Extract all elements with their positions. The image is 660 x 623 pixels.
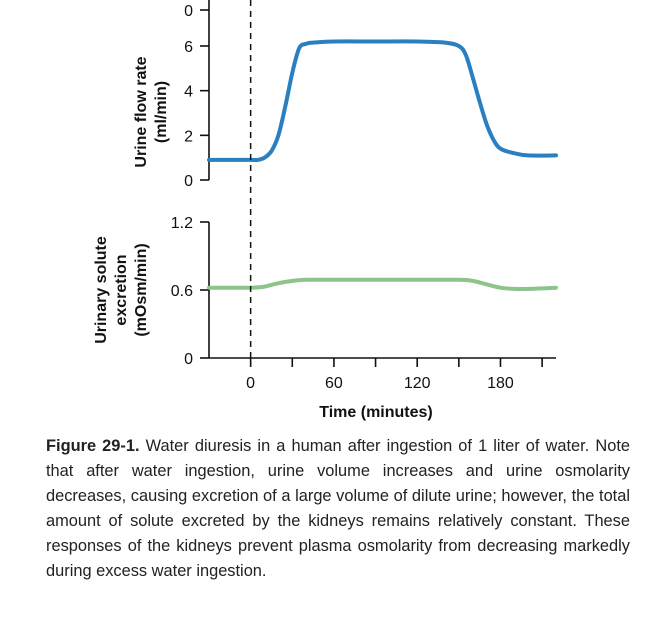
urine-flow-series-line (207, 39, 558, 163)
time-x-tick-label: 120 (404, 375, 431, 392)
solute-y-ticks: 0 0.6 1.2 (171, 215, 209, 368)
urine-flow-panel: 0 0 2 4 6 Urine flow rate (ml/min) (133, 0, 558, 190)
urine-flow-y-tick-label: 0 (184, 173, 193, 190)
solute-y-tick-label: 0 (184, 351, 193, 368)
time-axis-title: Time (minutes) (319, 404, 433, 421)
urine-flow-y-tick-label: 6 (184, 39, 193, 56)
urine-flow-axis-title-line1: Urine flow rate (133, 56, 150, 167)
urine-flow-y-ticks: 0 2 4 6 (184, 39, 209, 190)
time-x-tick-label: 60 (325, 375, 343, 392)
solute-excretion-panel: 0 0.6 1.2 0 60 120 180 Urinary solute excreti… (93, 215, 558, 421)
solute-axis-title-line1: Urinary solute (93, 236, 110, 344)
figure-caption-label: Figure 29-1. (46, 437, 140, 455)
time-x-tick-label: 180 (487, 375, 514, 392)
solute-series-line (207, 277, 558, 292)
solute-axis-title-line3: (mOsm/min) (133, 243, 150, 336)
urine-flow-y-tick-label: 4 (184, 84, 193, 101)
solute-y-tick-label: 0.6 (171, 283, 193, 300)
solute-y-tick-label: 1.2 (171, 215, 193, 232)
time-x-tick-label: 0 (246, 375, 255, 392)
urine-flow-top-tick-label: 0 (184, 3, 193, 20)
figure-caption-text: Water diuresis in a human after ingestio… (46, 437, 630, 580)
urine-flow-axis-title-line2: (ml/min) (153, 81, 170, 143)
figure-chart: 0 0 2 4 6 Urine flow rate (ml/min) 0 0.6 1.2 … (93, 0, 558, 421)
solute-axis-title-line2: excretion (113, 254, 130, 325)
time-x-ticks: 0 60 120 180 (246, 358, 543, 392)
figure-caption: Figure 29-1. Water diuresis in a human a… (46, 434, 630, 584)
urine-flow-y-tick-label: 2 (184, 128, 193, 145)
